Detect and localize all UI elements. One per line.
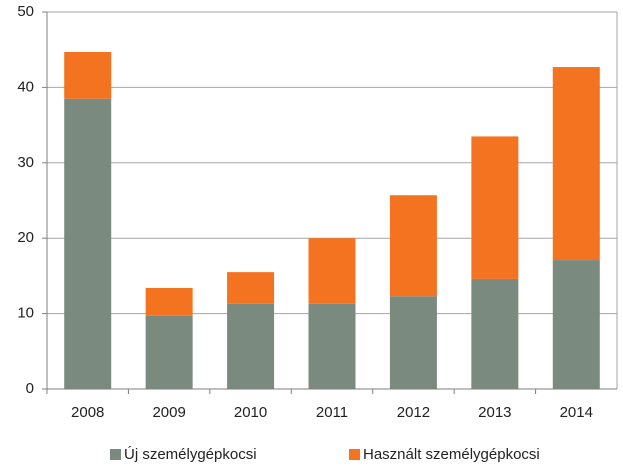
bar-segment (552, 260, 600, 389)
bar-segment (64, 98, 112, 390)
y-tick-label: 0 (26, 380, 34, 397)
legend-swatch (349, 449, 360, 460)
y-tick-label: 30 (17, 154, 34, 171)
bar-segment (471, 278, 519, 389)
legend-swatch (110, 449, 121, 460)
x-tick-label: 2013 (478, 404, 511, 421)
legend-label: Használt személygépkocsi (363, 446, 540, 463)
bar-segment (389, 296, 437, 389)
x-tick-label: 2009 (152, 404, 185, 421)
bar-segment (308, 238, 356, 304)
y-tick-label: 10 (17, 305, 34, 322)
bar-segment (471, 136, 519, 279)
x-tick-label: 2014 (560, 404, 593, 421)
x-tick-label: 2008 (71, 404, 104, 421)
bar-segment (64, 51, 112, 99)
bar-segment (389, 195, 437, 297)
y-tick-label: 40 (17, 78, 34, 95)
bar-segment (145, 315, 193, 389)
bar-segment (308, 303, 356, 389)
x-tick-label: 2012 (397, 404, 430, 421)
y-tick-label: 50 (17, 3, 34, 20)
bar-segment (552, 67, 600, 261)
y-tick-label: 20 (17, 229, 34, 246)
bar-segment (227, 272, 275, 304)
bar-segment (145, 287, 193, 316)
x-tick-label: 2010 (234, 404, 267, 421)
bar-segment (227, 303, 275, 389)
legend-label: Új személygépkocsi (124, 446, 257, 463)
x-tick-label: 2011 (316, 404, 348, 421)
